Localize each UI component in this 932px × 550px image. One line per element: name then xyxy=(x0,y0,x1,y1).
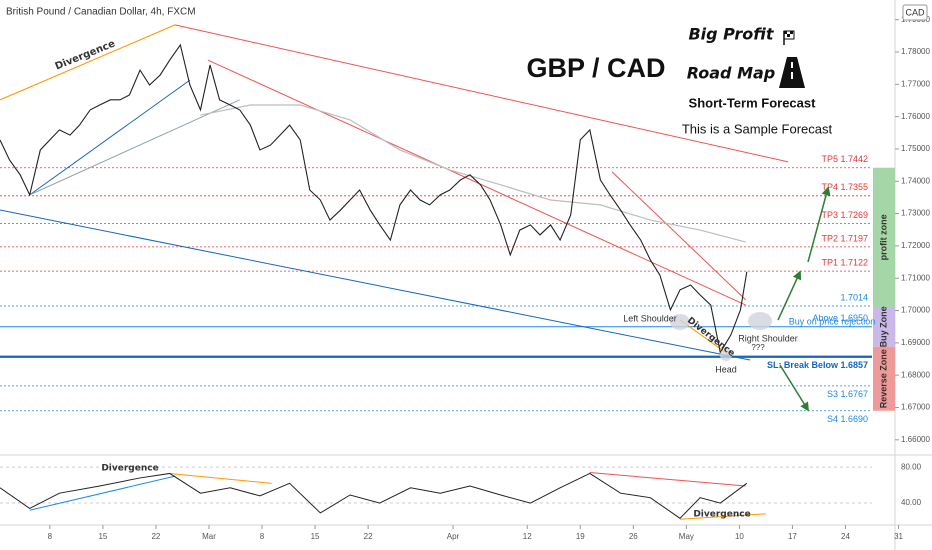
forecast-arrow xyxy=(777,270,802,321)
annotation: Divergence xyxy=(693,510,750,520)
subtitle: Short-Term Forecast xyxy=(689,95,817,110)
zone-label: Reverse Zone xyxy=(878,349,888,408)
trendline xyxy=(0,209,751,361)
y-tick-label: 1.74000 xyxy=(901,176,930,185)
x-tick-label: 12 xyxy=(523,532,532,541)
annotation: Divergence xyxy=(101,464,158,474)
zone xyxy=(873,306,895,347)
head-marker xyxy=(720,349,732,361)
forecast-arrow xyxy=(807,186,831,263)
flag-icon xyxy=(783,30,795,45)
annotation: Right Shoulder xyxy=(738,333,798,343)
level-label: TP3 1.7269 xyxy=(821,210,868,220)
roadmap-line: Big Profit xyxy=(688,25,774,44)
y-tick-label: 1.73000 xyxy=(901,209,930,218)
forecast-arrow xyxy=(779,364,809,412)
x-tick-label: 24 xyxy=(841,532,850,541)
note: This is a Sample Forecast xyxy=(682,121,833,136)
chart-title: GBP / CAD xyxy=(526,53,665,83)
y-tick-label: 1.78000 xyxy=(901,47,930,56)
axes: 1.66000 1.67000 1.68000 1.69000 1.70000 1.710… xyxy=(48,15,931,541)
currency: CAD xyxy=(905,7,925,17)
trendline xyxy=(0,24,176,101)
y-tick-label: 1.66000 xyxy=(901,435,930,444)
rsi-tick-label: 40.00 xyxy=(901,498,922,507)
x-tick-label: 19 xyxy=(576,532,585,541)
trendline xyxy=(207,59,746,306)
annotation: Buy on price rejection xyxy=(789,316,876,326)
y-tick-label: 1.76000 xyxy=(901,112,930,121)
rsi-trendline xyxy=(589,472,746,487)
level-label: SL: Break Below 1.6857 xyxy=(767,360,868,370)
x-tick-label: 17 xyxy=(788,532,797,541)
level-label: TP1 1.7122 xyxy=(821,258,868,268)
y-tick-label: 1.69000 xyxy=(901,338,930,347)
rsi-panel: 80.00 40.00 xyxy=(0,462,922,520)
moving-average xyxy=(200,104,746,243)
roadmap-line: Road Map xyxy=(687,64,776,83)
y-tick-label: 1.77000 xyxy=(901,79,930,88)
rsi-tick-label: 80.00 xyxy=(901,462,922,471)
level-label: TP2 1.7197 xyxy=(821,233,868,243)
symbol: British Pound / Canadian Dollar, 4h, FXC… xyxy=(6,7,196,18)
x-tick-label: 15 xyxy=(98,532,107,541)
x-tick-label: 8 xyxy=(260,532,265,541)
y-tick-label: 1.68000 xyxy=(901,370,930,379)
annotation: ??? xyxy=(751,343,765,352)
x-tick-label: Mar xyxy=(202,532,216,541)
zone xyxy=(873,346,895,411)
annotation: Left Shoulder xyxy=(623,313,677,323)
currency-badge xyxy=(902,4,928,21)
zone-label: Buy Zone xyxy=(878,306,888,347)
x-tick-label: 22 xyxy=(151,532,160,541)
level-label: S4 1.6690 xyxy=(827,414,868,424)
road-icon xyxy=(779,57,805,88)
x-tick-label: Apr xyxy=(447,532,460,541)
trendline xyxy=(29,79,191,196)
rsi-trendline xyxy=(679,513,766,520)
zone xyxy=(873,167,895,307)
y-tick-label: 1.71000 xyxy=(901,273,930,282)
x-tick-label: May xyxy=(679,532,694,541)
y-tick-label: 1.72000 xyxy=(901,241,930,250)
level-label: Above 1.6950 xyxy=(812,313,868,323)
level-label: 1.7014 xyxy=(840,292,868,302)
trendline xyxy=(174,24,789,163)
level-label: S3 1.6767 xyxy=(827,389,868,399)
shoulder-marker xyxy=(748,312,772,330)
x-tick-label: 22 xyxy=(364,532,373,541)
x-tick-label: 31 xyxy=(894,532,903,541)
rsi-trendline xyxy=(29,475,176,511)
x-tick-label: 26 xyxy=(629,532,638,541)
x-tick-label: 10 xyxy=(735,532,744,541)
level-label: TP5 1.7442 xyxy=(821,154,868,164)
rsi-trendline xyxy=(169,472,272,484)
x-tick-label: 15 xyxy=(311,532,320,541)
zone-label: profit zone xyxy=(878,214,888,260)
trendline xyxy=(29,99,240,196)
rsi-line xyxy=(0,472,748,519)
y-tick-label: 1.67000 xyxy=(901,403,930,412)
level-label: TP4 1.7355 xyxy=(821,182,868,192)
y-tick-label: 1.75000 xyxy=(901,144,930,153)
shoulder-marker xyxy=(670,314,690,330)
x-tick-label: 8 xyxy=(48,532,53,541)
annotation: Head xyxy=(715,364,737,374)
y-tick-label: 1.70000 xyxy=(901,306,930,315)
levels: TP5 1.7442 TP4 1.7355 TP3 1.7269 TP2 1.7197… xyxy=(0,154,872,424)
trendline xyxy=(611,171,747,301)
zones: profit zone Buy Zone Reverse Zone xyxy=(873,167,895,411)
price-line xyxy=(0,43,748,355)
